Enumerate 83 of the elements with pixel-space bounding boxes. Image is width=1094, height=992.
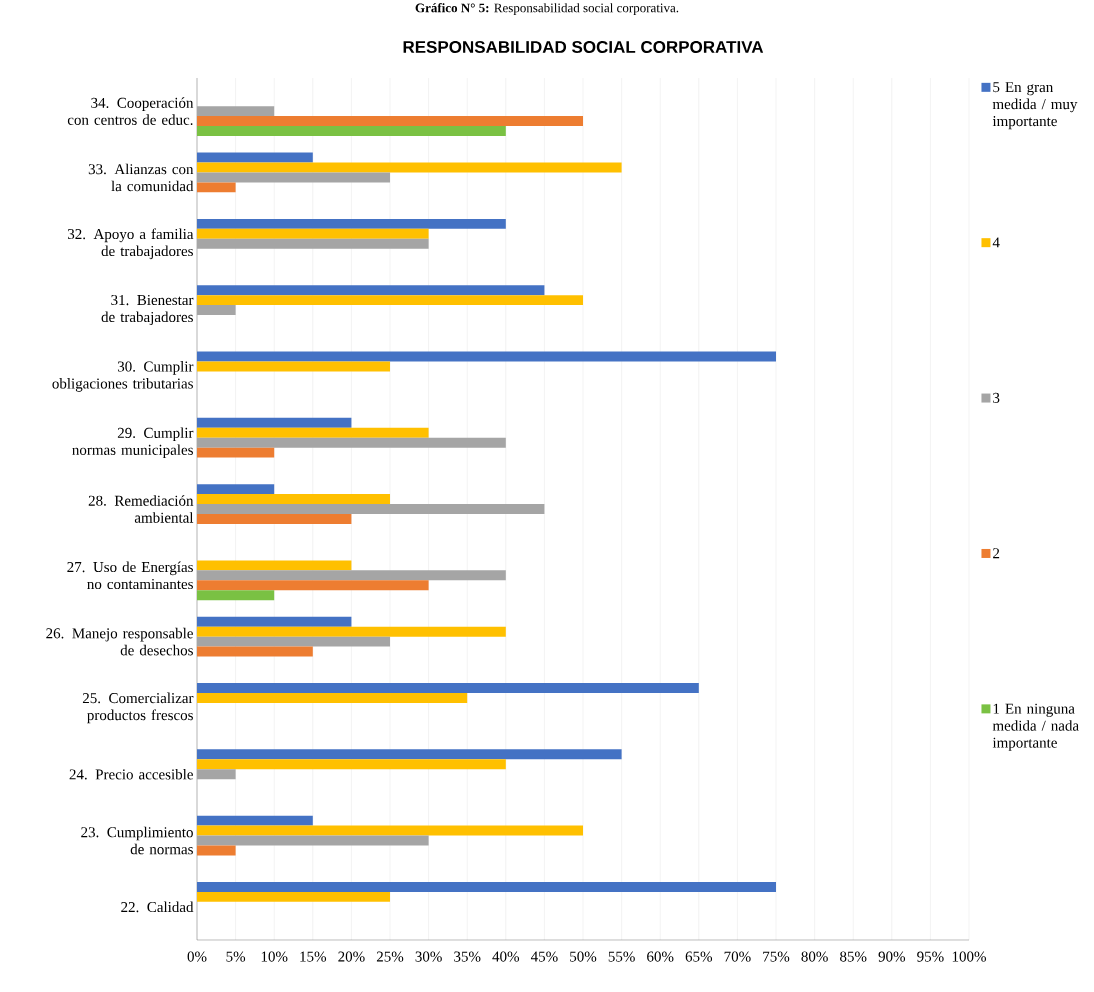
x-tick-label: 45%: [530, 951, 558, 962]
bar: [197, 749, 622, 760]
x-tick-label: 25%: [376, 951, 404, 962]
x-tick-label: 55%: [608, 951, 635, 962]
y-tick-label: 30. Cumplir obligaciones tributarias: [52, 361, 194, 392]
y-tick-label: 29. Cumplir normas municipales: [72, 427, 194, 458]
bar: [197, 447, 275, 458]
bar: [197, 106, 275, 117]
y-tick-label: 27. Uso de Energías no contaminantes: [67, 561, 193, 590]
x-tick-label: 20%: [338, 951, 365, 962]
bar: [197, 636, 391, 647]
bar: [197, 881, 777, 892]
x-tick-label: 80%: [801, 951, 828, 962]
bar: [197, 590, 275, 601]
x-tick-label: 0%: [187, 951, 207, 962]
bar: [197, 305, 236, 316]
legend-label: 5 En gran medida / muy importante: [992, 82, 1078, 130]
x-tick-label: 40%: [492, 951, 520, 962]
x-tick-label: 35%: [454, 951, 481, 962]
x-tick-label: 90%: [878, 951, 906, 962]
bar: [197, 285, 545, 296]
y-tick-label: 24. Precio accesible: [69, 768, 193, 780]
y-tick-label: 33. Alianzas con la comunidad: [88, 163, 194, 192]
bar: [197, 172, 391, 183]
bar: [197, 616, 352, 627]
bar: [197, 484, 275, 495]
bar: [197, 560, 352, 571]
bar: [197, 494, 391, 505]
y-tick-label: 26. Manejo responsable de desechos: [46, 627, 193, 656]
x-tick-label: 60%: [647, 951, 674, 962]
bar: [197, 417, 352, 428]
bar: [197, 238, 429, 249]
y-tick-label: 22. Calidad: [121, 901, 194, 913]
bar: [197, 504, 545, 514]
bar: [197, 162, 622, 173]
bar: [197, 769, 236, 780]
x-tick-label: 30%: [415, 951, 442, 962]
bar: [197, 361, 391, 372]
bar: [197, 218, 506, 229]
x-tick-label: 95%: [917, 951, 944, 962]
x-tick-label: 70%: [724, 951, 751, 962]
bar: [197, 845, 236, 856]
bar: [197, 626, 506, 637]
bar: [197, 437, 506, 448]
x-tick-label: 85%: [840, 951, 867, 962]
bar: [197, 182, 236, 193]
legend-label: 1 En ninguna medida / nada importante: [992, 703, 1079, 751]
bar: [197, 693, 468, 703]
bar: [197, 891, 391, 902]
bar: [197, 152, 313, 163]
bar: [197, 295, 584, 306]
y-tick-label: 28. Remediación ambiental: [88, 495, 194, 523]
bar: [197, 351, 777, 362]
bar: [197, 835, 429, 846]
y-tick-label: 31. Bienestar de trabajadores: [101, 295, 194, 326]
y-tick-label: 23. Cumplimiento de normas: [81, 826, 193, 855]
y-tick-label: 32. Apoyo a familia de trabajadores: [67, 228, 194, 260]
bar: [197, 815, 313, 826]
x-tick-label: 65%: [685, 951, 713, 962]
bar: [197, 570, 506, 581]
bar: [197, 116, 584, 127]
bar: [197, 513, 352, 524]
y-tick-label: 34. Cooperación con centros de educ.: [67, 97, 194, 125]
bar: [197, 580, 429, 591]
legend-label: 2: [993, 548, 1000, 559]
text: Gráfico N° 5: Responsabilidad social corporativa.: [415, 3, 679, 15]
legend-label: 3: [993, 392, 1000, 403]
x-tick-label: 15%: [300, 951, 327, 962]
bar: [197, 759, 506, 770]
bar: [197, 825, 584, 836]
bar: [197, 646, 313, 657]
x-tick-label: 75%: [763, 951, 790, 962]
chart-title: RESPONSABILIDAD SOCIAL CORPORATIVA: [403, 40, 764, 54]
x-tick-label: 50%: [570, 951, 597, 962]
bar: [197, 126, 506, 137]
bar: [197, 427, 429, 438]
x-tick-label: 100%: [952, 951, 986, 962]
y-tick-label: 25. Comercializar productos frescos: [82, 692, 194, 724]
legend-label: 4: [992, 237, 1000, 248]
bar: [197, 228, 429, 239]
x-tick-label: 10%: [261, 951, 288, 962]
x-tick-label: 5%: [226, 951, 246, 962]
bar: [197, 683, 699, 693]
